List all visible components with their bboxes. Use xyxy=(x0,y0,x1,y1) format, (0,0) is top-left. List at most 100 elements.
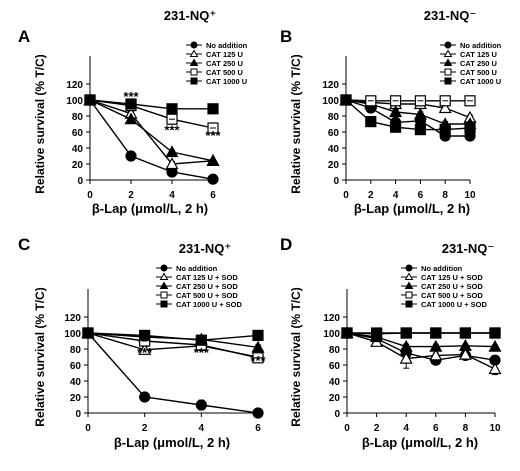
data-point xyxy=(195,399,207,411)
legend-label: CAT 500 U + SOD xyxy=(421,291,483,300)
x-tick-label: 2 xyxy=(374,423,380,434)
legend-marker xyxy=(404,281,414,289)
legend-marker xyxy=(405,300,413,308)
significance-label: *** xyxy=(164,122,180,137)
x-tick-label: 4 xyxy=(199,423,205,434)
data-point xyxy=(251,340,265,353)
legend-label: CAT 250 U xyxy=(206,59,243,68)
panel-title: 231-NQ⁺ xyxy=(164,8,216,23)
panel-b: B 231-NQ⁻ 0 20 40 60 80 100 120 0 2 4 6 8 10 Relative s… xyxy=(280,8,502,216)
x-tick-label: 10 xyxy=(464,190,476,201)
data-point xyxy=(82,327,94,339)
data-point xyxy=(340,94,352,106)
data-point xyxy=(371,327,383,339)
legend-marker xyxy=(189,58,199,66)
panel-label: D xyxy=(280,235,292,254)
data-point xyxy=(488,362,502,375)
legend-label: CAT 500 U xyxy=(460,68,497,77)
x-axis-label: β-Lap (μmol/L, 2 h) xyxy=(92,201,208,216)
data-point xyxy=(125,98,137,110)
series-line xyxy=(346,332,496,370)
x-axis-label: β-Lap (μmol/L, 2 h) xyxy=(354,201,470,216)
legend-marker xyxy=(443,49,453,57)
data-point xyxy=(399,351,413,364)
y-tick-label: 100 xyxy=(322,96,339,107)
y-tick-label: 60 xyxy=(329,361,341,372)
series-5 xyxy=(340,94,476,136)
data-point xyxy=(207,103,219,115)
panel-title: 231-NQ⁻ xyxy=(424,8,476,23)
legend-label: CAT 1000 U + SOD xyxy=(176,300,243,309)
y-tick-label: 20 xyxy=(70,393,82,404)
data-point xyxy=(430,327,442,339)
x-tick-label: 8 xyxy=(442,190,448,201)
y-tick-label: 20 xyxy=(72,160,84,171)
y-tick-label: 80 xyxy=(329,345,341,356)
y-tick-label: 100 xyxy=(64,329,81,340)
y-tick-label: 20 xyxy=(328,160,340,171)
data-point xyxy=(458,339,472,351)
legend-label: No addition xyxy=(460,41,502,50)
data-point xyxy=(389,105,403,118)
series-line xyxy=(345,99,470,102)
data-point xyxy=(165,157,179,170)
legend-marker xyxy=(444,68,452,76)
legend-marker xyxy=(159,272,169,280)
data-point xyxy=(125,150,137,162)
series-5 xyxy=(84,94,219,115)
series-line xyxy=(87,332,259,341)
x-tick-label: 2 xyxy=(368,190,374,201)
legend-label: CAT 125 U xyxy=(206,50,243,59)
legend-marker xyxy=(159,281,169,289)
y-axis-label: Relative survival (% T/C) xyxy=(33,287,47,426)
data-point xyxy=(464,122,476,134)
y-tick-label: 0 xyxy=(333,176,339,187)
legend-label: No addition xyxy=(421,264,463,273)
data-point xyxy=(459,327,471,339)
data-point xyxy=(413,107,427,120)
panel-c: C 231-NQ⁺ 0 20 40 60 80 100 120 0 2 4 6 Relative surv… xyxy=(18,235,267,450)
legend-marker xyxy=(444,77,452,85)
data-point xyxy=(414,123,426,136)
data-point xyxy=(400,327,412,339)
series-5 xyxy=(82,327,264,346)
series-line xyxy=(87,332,259,414)
series-2 xyxy=(340,326,502,376)
legend-marker xyxy=(190,77,198,85)
legend-marker xyxy=(443,58,453,66)
panel-a: A 231-NQ⁺ 0 20 40 60 80 100 120 0 2 4 6 Relative surv… xyxy=(18,8,248,216)
data-point xyxy=(390,121,402,133)
x-tick-label: 6 xyxy=(418,190,424,201)
significance-label: *** xyxy=(194,345,210,360)
data-point xyxy=(252,329,264,341)
legend-label: CAT 125 U + SOD xyxy=(176,273,238,282)
significance-label: *** xyxy=(123,89,139,104)
legend-label: No addition xyxy=(176,264,218,273)
legend-label: CAT 250 U xyxy=(460,59,497,68)
series-line xyxy=(345,99,470,137)
data-point xyxy=(365,115,377,128)
series-line xyxy=(89,99,214,180)
data-point xyxy=(84,94,96,106)
x-tick-label: 6 xyxy=(210,190,216,201)
panel-title: 231-NQ⁻ xyxy=(442,241,494,256)
y-tick-label: 40 xyxy=(329,377,341,388)
y-tick-label: 0 xyxy=(334,409,340,420)
legend-label: No addition xyxy=(206,41,248,50)
y-tick-label: 80 xyxy=(328,112,340,123)
data-point xyxy=(429,348,443,361)
y-tick-label: 60 xyxy=(328,128,340,139)
legend-label: CAT 250 U + SOD xyxy=(176,282,238,291)
data-point xyxy=(206,154,220,166)
y-tick-label: 120 xyxy=(66,80,83,91)
x-tick-label: 6 xyxy=(255,423,261,434)
y-tick-label: 40 xyxy=(72,144,84,155)
data-point xyxy=(399,339,413,352)
y-tick-label: 80 xyxy=(70,345,82,356)
y-tick-label: 0 xyxy=(75,409,81,420)
y-axis-label: Relative survival (% T/C) xyxy=(289,287,303,426)
panel-title: 231-NQ⁺ xyxy=(179,241,231,256)
legend-marker xyxy=(160,291,168,299)
